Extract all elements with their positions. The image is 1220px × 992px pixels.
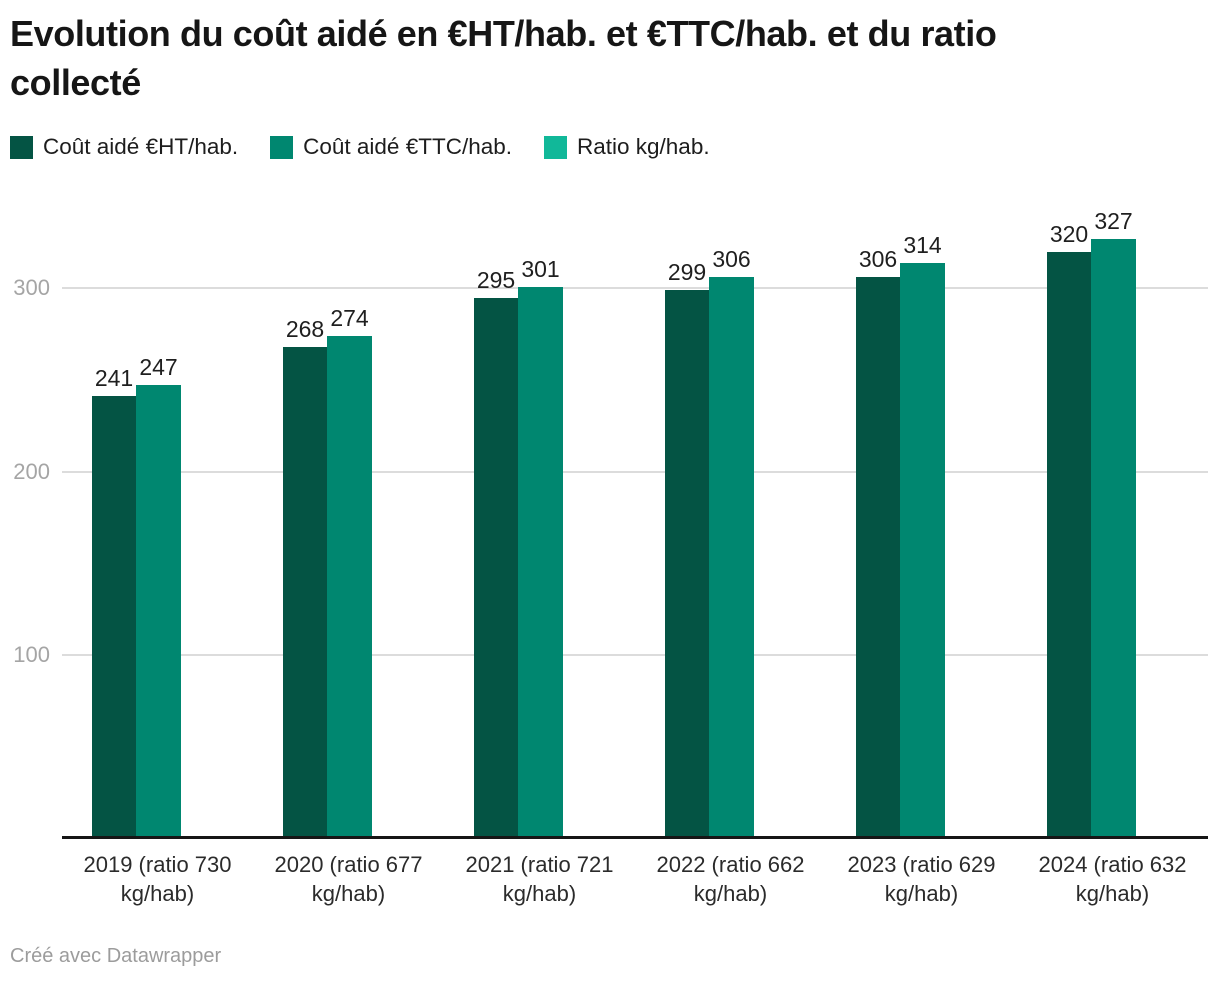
bar-series-1-group-5 xyxy=(1091,239,1136,839)
value-label-series-0-group-4: 306 xyxy=(858,246,898,273)
bar-series-1-group-1 xyxy=(327,336,372,839)
legend-label: Coût aidé €HT/hab. xyxy=(43,134,239,160)
legend-label: Ratio kg/hab. xyxy=(577,134,710,160)
chart-title-line-1: Evolution du coût aidé en €HT/hab. et €T… xyxy=(10,13,997,54)
value-label-series-0-group-3: 299 xyxy=(667,259,707,286)
y-axis-label-200: 200 xyxy=(13,459,50,485)
legend-item-0: Coût aidé €HT/hab. xyxy=(10,134,238,160)
bar-series-0-group-1 xyxy=(283,347,327,839)
value-label-series-0-group-5: 320 xyxy=(1049,221,1089,248)
value-label-series-1-group-1: 274 xyxy=(330,305,369,332)
value-label-series-1-group-2: 301 xyxy=(521,256,560,283)
x-axis-baseline xyxy=(62,836,1208,840)
y-axis-label-300: 300 xyxy=(13,275,50,301)
gridline-300 xyxy=(62,287,1208,290)
legend-swatch-icon xyxy=(544,135,567,159)
legend-item-2: Ratio kg/hab. xyxy=(544,134,710,160)
x-axis-label-0: 2019 (ratio 730 kg/hab) xyxy=(83,852,232,906)
value-label-series-1-group-0: 247 xyxy=(139,354,178,381)
x-axis-label-3: 2022 (ratio 662 kg/hab) xyxy=(656,852,805,906)
bar-series-1-group-0 xyxy=(136,385,181,839)
legend: Coût aidé €HT/hab. Coût aidé €TTC/hab. Rat… xyxy=(10,134,1220,160)
chart-title-line-2: collecté xyxy=(10,61,141,103)
gridline-200 xyxy=(62,471,1208,474)
legend-swatch-icon xyxy=(10,135,33,159)
value-label-series-0-group-2: 295 xyxy=(476,267,516,294)
x-axis-label-5: 2024 (ratio 632 kg/hab) xyxy=(1038,852,1187,906)
legend-label: Coût aidé €TTC/hab. xyxy=(303,134,512,160)
bar-series-1-group-2 xyxy=(518,287,563,839)
bar-series-1-group-3 xyxy=(709,277,754,839)
gridline-100 xyxy=(62,654,1208,657)
bar-series-0-group-3 xyxy=(665,290,709,839)
value-label-series-1-group-3: 306 xyxy=(712,246,751,273)
x-axis-label-1: 2020 (ratio 677 kg/hab) xyxy=(274,852,423,906)
value-label-series-0-group-0: 241 xyxy=(94,365,134,392)
x-axis-label-2: 2021 (ratio 721 kg/hab) xyxy=(465,852,614,906)
bar-series-0-group-2 xyxy=(474,298,518,839)
bar-series-0-group-0 xyxy=(92,396,136,839)
value-label-series-1-group-5: 327 xyxy=(1094,208,1133,235)
chart-area: 100 200 300 241 247 2019 (ratio 730 kg/hab) 26… xyxy=(0,175,1220,915)
value-label-series-0-group-1: 268 xyxy=(285,316,325,343)
legend-item-1: Coût aidé €TTC/hab. xyxy=(270,134,512,160)
x-axis-label-4: 2023 (ratio 629 kg/hab) xyxy=(847,852,996,906)
chart-title: Evolution du coût aidé en €HT/hab. et €T… xyxy=(10,10,1210,107)
bar-series-0-group-4 xyxy=(856,277,900,839)
legend-swatch-icon xyxy=(270,135,294,159)
footer-credit: Créé avec Datawrapper xyxy=(10,945,222,968)
bar-series-1-group-4 xyxy=(900,263,945,839)
bar-series-0-group-5 xyxy=(1047,252,1091,839)
y-axis-label-100: 100 xyxy=(13,642,50,668)
value-label-series-1-group-4: 314 xyxy=(903,232,942,259)
